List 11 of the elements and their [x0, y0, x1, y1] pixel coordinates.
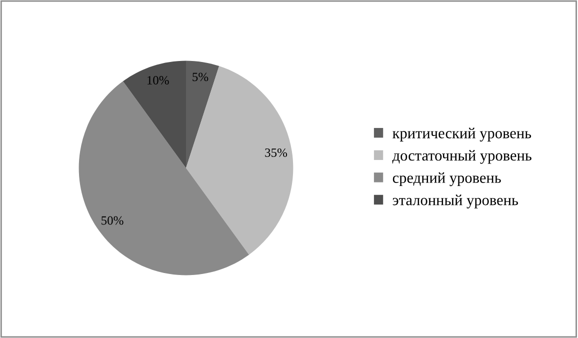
legend-label: эталонный уровень: [392, 194, 518, 208]
pie-slice: [186, 66, 294, 255]
legend-label: критический уровень: [392, 128, 532, 142]
data-label: 5%: [192, 72, 208, 82]
pie-slice: [186, 60, 220, 168]
data-label: 35%: [265, 148, 288, 157]
pie-slice: [122, 60, 186, 168]
data-label: 50%: [102, 216, 124, 225]
data-label: 10%: [147, 76, 169, 85]
legend-label: средний уровень: [392, 172, 501, 186]
legend-label: достаточный уровень: [392, 150, 532, 164]
